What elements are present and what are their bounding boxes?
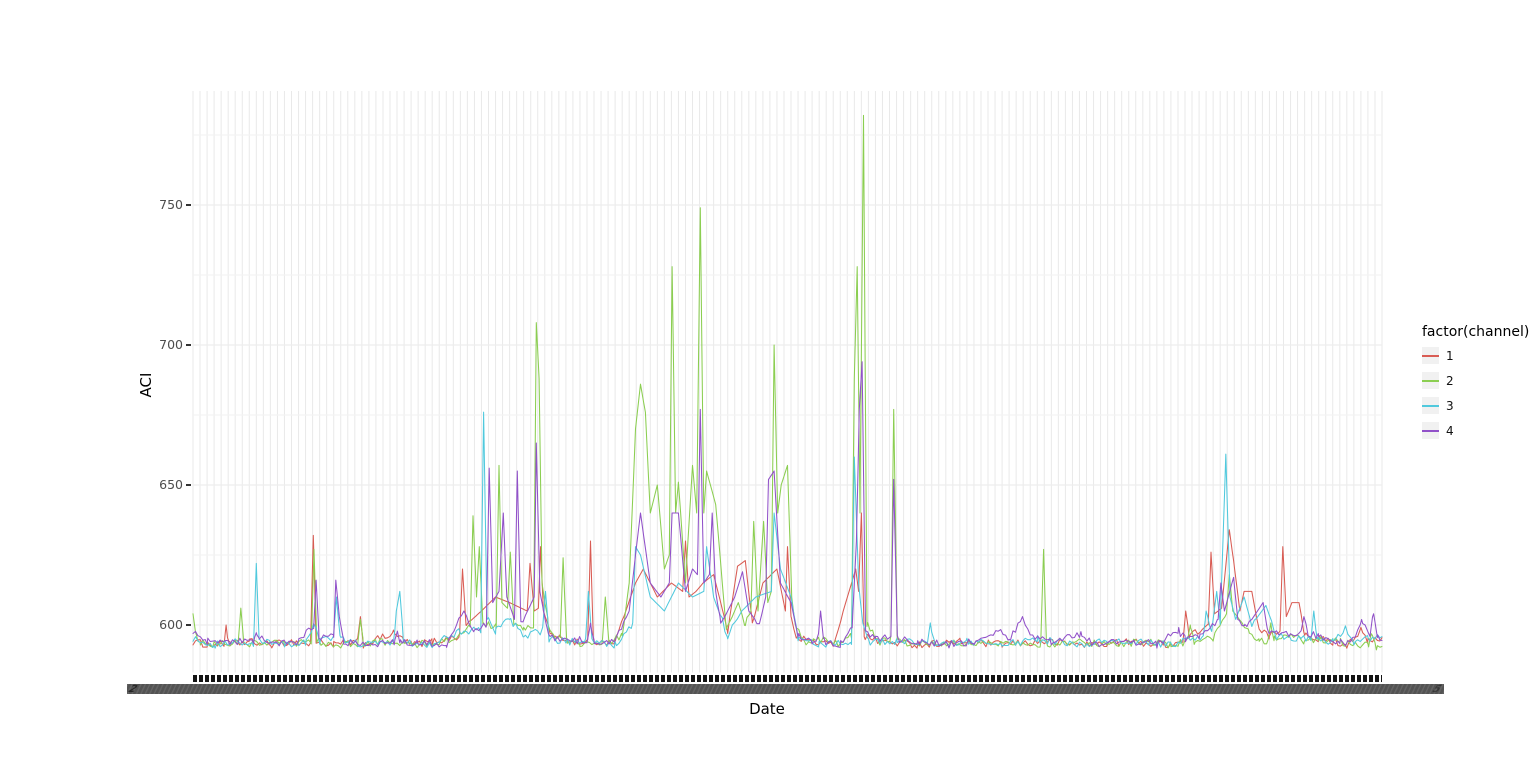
y-tick-label: 600 xyxy=(159,617,183,632)
series-line-channel-4 xyxy=(192,361,1383,649)
x-label-fragment-right: 5 xyxy=(1429,683,1444,695)
legend-key-line xyxy=(1422,354,1439,357)
legend-entries: 1 2 3 4 xyxy=(1422,347,1529,439)
legend-key-swatch xyxy=(1422,422,1439,439)
y-tick-label: 650 xyxy=(159,477,183,492)
legend-key-swatch xyxy=(1422,372,1439,389)
legend-key-swatch xyxy=(1422,397,1439,414)
legend-key-line xyxy=(1422,404,1439,407)
y-axis-title: ACI xyxy=(137,372,155,398)
y-tick-mark xyxy=(186,344,191,346)
y-tick-mark xyxy=(186,624,191,626)
y-tick-mark xyxy=(186,484,191,486)
x-axis-tick-marks xyxy=(193,675,1382,682)
legend-entry-label: 2 xyxy=(1446,373,1454,388)
horizontal-gridlines xyxy=(193,134,1382,626)
legend-key-swatch xyxy=(1422,347,1439,364)
series-line-channel-2 xyxy=(192,114,1383,651)
series-lines xyxy=(192,114,1383,651)
x-label-fragment-left: 2 xyxy=(125,683,140,695)
legend-entry: 1 xyxy=(1422,347,1529,364)
legend-entry-label: 1 xyxy=(1446,348,1454,363)
series-line-channel-3 xyxy=(192,411,1383,649)
legend: factor(channel) 1 2 3 4 xyxy=(1422,324,1529,447)
y-tick-mark xyxy=(186,204,191,206)
x-axis-overlapped-labels: 2 5 xyxy=(125,683,1444,695)
legend-entry-label: 3 xyxy=(1446,398,1454,413)
legend-entry-label: 4 xyxy=(1446,423,1454,438)
y-tick-label: 700 xyxy=(159,337,183,352)
legend-key-line xyxy=(1422,429,1439,432)
series-line-channel-1 xyxy=(192,512,1383,649)
legend-entry: 2 xyxy=(1422,372,1529,389)
legend-entry: 3 xyxy=(1422,397,1529,414)
y-tick-label: 750 xyxy=(159,197,183,212)
legend-entry: 4 xyxy=(1422,422,1529,439)
legend-title: factor(channel) xyxy=(1422,324,1530,340)
x-axis-title: Date xyxy=(749,700,785,718)
legend-key-line xyxy=(1422,379,1439,382)
vertical-gridlines xyxy=(192,91,1383,673)
